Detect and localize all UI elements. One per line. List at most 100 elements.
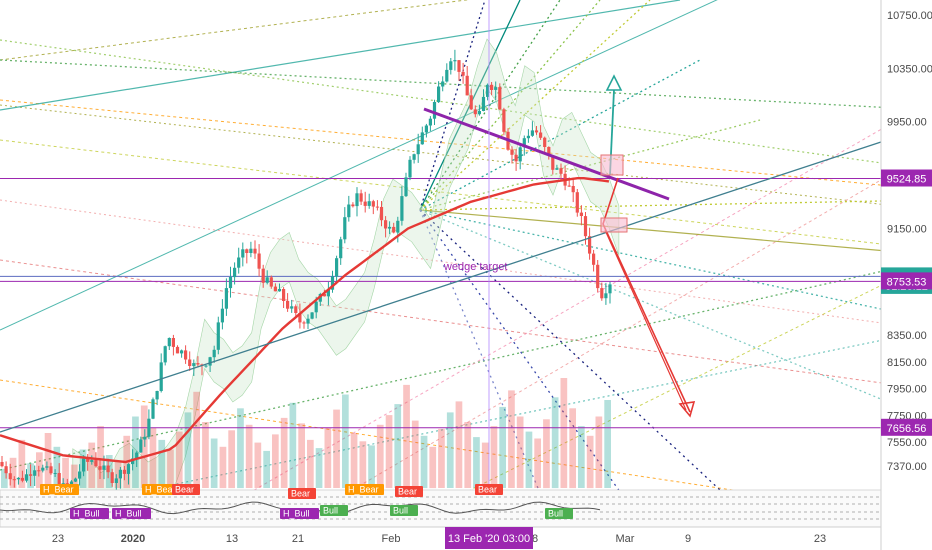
candle-body <box>188 359 192 366</box>
candle-body <box>596 264 600 289</box>
fan-line <box>0 270 881 471</box>
candle-body <box>355 193 359 207</box>
volume-bar <box>560 378 568 488</box>
volume-bar <box>333 409 340 488</box>
candle-body <box>204 365 208 367</box>
price-axis[interactable]: 10750.00 10350.00 9950.00 9150.00 8350.00 815… <box>887 10 932 473</box>
candle-body <box>481 96 486 111</box>
volume-bar <box>385 415 393 488</box>
candle-body <box>184 350 188 360</box>
candle-body <box>498 87 502 110</box>
candle-body <box>412 154 416 160</box>
volume-bar <box>9 457 17 489</box>
candle-body <box>302 322 306 324</box>
candle-body <box>575 192 579 213</box>
plot-area[interactable] <box>0 0 881 527</box>
candle-body <box>196 363 200 365</box>
candle-body <box>514 154 518 162</box>
volume-bar <box>376 424 384 488</box>
price-label-text: 9524.85 <box>887 174 927 186</box>
annotation-wedge-target: wedge target <box>443 261 508 273</box>
candle-body <box>314 301 318 313</box>
volume-bar <box>289 402 297 489</box>
volume-bar <box>473 437 480 488</box>
candle-body <box>106 465 110 473</box>
volume-bar <box>315 448 323 488</box>
candles <box>0 49 612 494</box>
candle-body <box>126 464 131 474</box>
candle-body <box>249 248 253 253</box>
candle-body <box>159 362 163 391</box>
volume-bar <box>114 461 122 488</box>
volume-bar <box>228 430 235 489</box>
candle-body <box>86 458 90 462</box>
candle-body <box>131 458 135 465</box>
candle-body <box>579 212 583 216</box>
candle-body <box>135 452 139 459</box>
candle-body <box>208 357 212 366</box>
crosshair-time-label: 13 Feb '20 03:00 <box>445 527 533 549</box>
candle-body <box>53 473 57 474</box>
time-tick-label: 2020 <box>121 533 145 545</box>
oscillator-signal: Bear <box>475 484 503 495</box>
candle-body <box>171 338 175 347</box>
candle-body <box>326 289 330 297</box>
candle-body <box>441 81 445 87</box>
candle-body <box>551 155 555 170</box>
candle-body <box>486 84 490 97</box>
price-label: 7656.56 <box>881 418 932 436</box>
oscillator-signal: H_Bull <box>70 508 109 519</box>
time-axis[interactable]: 23 2020 13 21 Feb 8 Mar 9 23 <box>52 533 826 545</box>
candle-body <box>408 159 412 178</box>
candle-body <box>286 301 290 309</box>
candle-body <box>571 186 575 193</box>
candle-body <box>257 253 261 269</box>
candle-body <box>457 60 461 72</box>
candle-body <box>388 226 392 229</box>
price-tick-label: 10350.00 <box>887 63 932 75</box>
volume-bar <box>534 438 541 488</box>
price-label: 8753.53 <box>881 272 932 290</box>
arrow-up-head <box>605 74 623 91</box>
candle-body <box>110 472 114 483</box>
candle-body <box>273 286 277 292</box>
price-tick-label: 9150.00 <box>887 224 927 236</box>
volume-bar <box>420 435 428 489</box>
price-tick-label: 7370.00 <box>887 461 927 473</box>
volume-bar <box>36 452 43 489</box>
candle-body <box>375 206 379 208</box>
candle-body <box>437 86 441 103</box>
candle-body <box>0 462 4 467</box>
volume-bar <box>359 441 367 489</box>
candle-body <box>78 471 82 479</box>
candle-body <box>567 185 571 187</box>
svg-text:Bull: Bull <box>548 509 563 519</box>
oscillator-signal: H_Bear <box>142 484 181 495</box>
volume-bar <box>1 468 8 489</box>
candle-body <box>45 466 49 468</box>
time-tick-label: 23 <box>52 533 64 545</box>
fan-line <box>188 128 881 527</box>
candle-body <box>404 177 408 197</box>
fan-ray <box>419 0 561 211</box>
candle-body <box>4 466 8 474</box>
volume-bar <box>429 446 437 489</box>
volume-bar <box>254 442 262 488</box>
candle-body <box>547 147 551 156</box>
volume-bar <box>324 427 332 488</box>
price-tick-label: 10750.00 <box>887 10 932 22</box>
candle-body <box>555 168 559 170</box>
candle-body <box>212 349 216 358</box>
candle-body <box>530 130 534 136</box>
candle-body <box>192 363 196 367</box>
volume-bar <box>551 397 559 489</box>
candle-body <box>49 466 53 474</box>
svg-text:H_Bear: H_Bear <box>348 485 379 495</box>
volume-bar <box>140 405 148 488</box>
volume-bar <box>446 412 454 488</box>
candle-body <box>592 253 596 265</box>
oscillator-signal: H_Bear <box>345 484 384 495</box>
fan-line <box>0 139 881 245</box>
